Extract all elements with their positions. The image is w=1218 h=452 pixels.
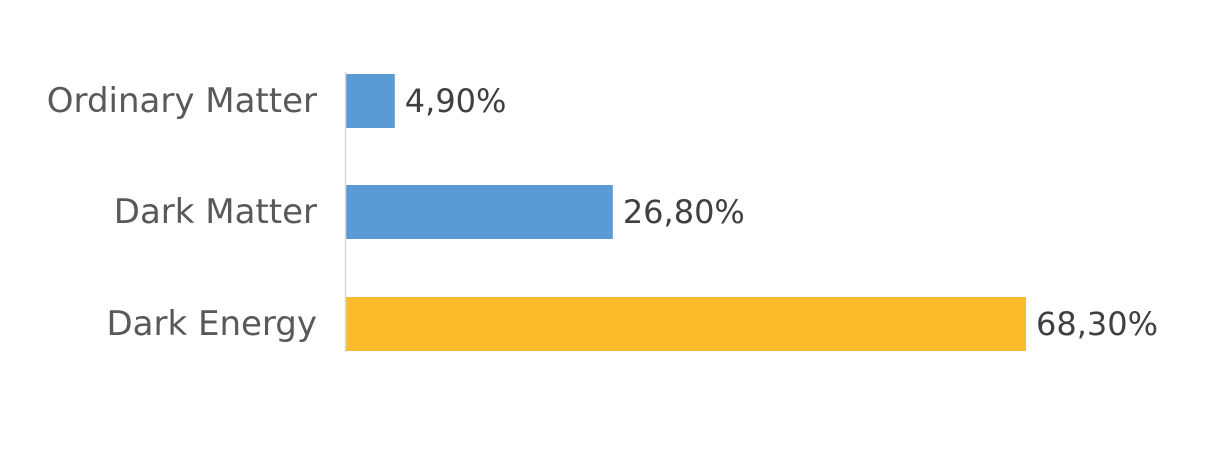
value-label-ordinary-matter: 4,90% [405, 82, 507, 120]
bar-ordinary-matter [346, 74, 395, 128]
value-label-dark-matter: 26,80% [623, 193, 745, 231]
bars-layer [346, 74, 1026, 351]
category-label-dark-energy: Dark Energy [106, 304, 317, 344]
category-label-ordinary-matter: Ordinary Matter [47, 81, 317, 121]
labels-layer: Ordinary Matter 4,90% Dark Matter 26,80% Dar… [47, 81, 1158, 344]
value-label-dark-energy: 68,30% [1036, 305, 1158, 343]
bar-dark-energy [346, 297, 1026, 351]
category-label-dark-matter: Dark Matter [114, 192, 317, 232]
bar-dark-matter [346, 185, 613, 239]
